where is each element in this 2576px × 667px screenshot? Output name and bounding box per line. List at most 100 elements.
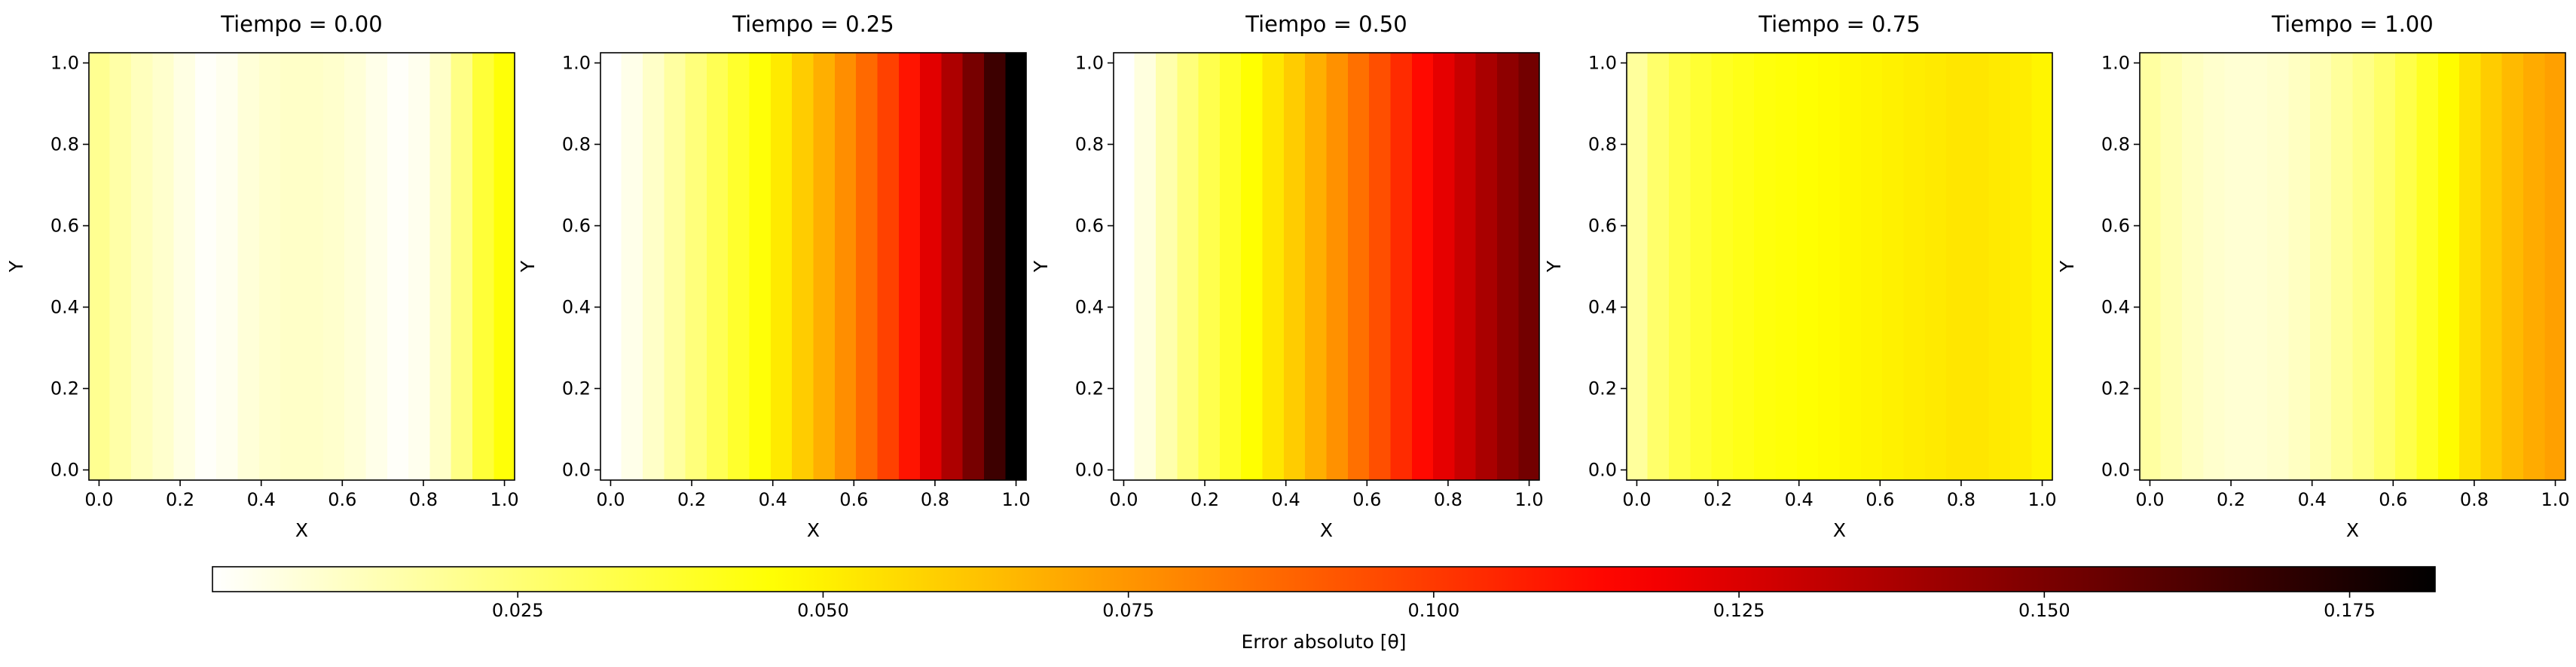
heatmap-cell [1134,53,1157,480]
heatmap-cell [877,53,900,480]
heatmap-cell [1369,53,1392,480]
heatmap-cell [109,53,132,480]
heatmap-cell [1283,53,1306,480]
x-tick-label: 0.2 [1190,489,1219,510]
heatmap-cell [365,53,388,480]
heatmap-cell [1818,53,1841,480]
heatmap-cell [1711,53,1734,480]
x-tick-label: 0.4 [1785,489,1814,510]
heatmap-cell [1518,53,1540,480]
panel-title: Tiempo = 0.00 [220,11,382,37]
panel-1: 0.0 0.2 0.4 0.6 0.8 1.0 0.0 0.2 0.4 0.6 0.8 1.0 Tiem… [517,11,1031,541]
y-tick-label: 1.0 [1588,53,1617,74]
y-tick-label: 0.6 [1588,216,1617,237]
heatmap-cell [2523,53,2545,480]
heatmap-cell [2501,53,2524,480]
x-tick-label: 0.6 [2379,489,2407,510]
colorbar-tick-label: 0.150 [2018,600,2070,621]
y-tick-label: 0.2 [562,378,591,399]
colorbar-tick-label: 0.050 [797,600,849,621]
x-tick-label: 0.6 [839,489,868,510]
heatmap-cell [1988,53,2011,480]
x-tick-label: 1.0 [1001,489,1030,510]
heatmap-cell [1005,53,1027,480]
panel-0: 0.0 0.2 0.4 0.6 0.8 1.0 0.0 0.2 0.4 0.6 0.8 1.0 Tiem… [5,11,519,541]
panel-3: 0.0 0.2 0.4 0.6 0.8 1.0 0.0 0.2 0.4 0.6 0.8 1.0 Tiem… [1543,11,2057,541]
heatmap-cell [1155,53,1178,480]
heatmap-cell [1411,53,1434,480]
heatmap-cell [2010,53,2032,480]
heatmap-cell [856,53,879,480]
y-tick-label: 0.2 [50,378,79,399]
heatmap-cell [1946,53,1969,480]
x-tick-label: 0.4 [247,489,276,510]
heatmap-cell [2309,53,2332,480]
heatmap-cell [1390,53,1413,480]
heatmap-cell [920,53,943,480]
heatmap-cell [2160,53,2183,480]
x-tick-label: 0.2 [166,489,194,510]
colorbar-gradient [212,567,2435,592]
y-tick-label: 0.8 [50,134,79,155]
heatmap-cell [322,53,345,480]
x-tick-label: 0.0 [1109,489,1138,510]
axes-frame [1113,52,1540,481]
heatmap-cell [664,53,686,480]
panel-title: Tiempo = 0.25 [732,11,894,37]
heatmap-cell [258,53,281,480]
y-tick-label: 0.0 [2101,460,2130,481]
heatmap-cell [1305,53,1328,480]
y-tick-label: 0.8 [1075,134,1104,155]
heatmap-cell [173,53,196,480]
heatmap-cell [834,53,857,480]
y-axis-label: Y [5,260,27,273]
x-tick-label: 0.4 [2298,489,2327,510]
panel-title: Tiempo = 0.75 [1758,11,1920,37]
heatmap-cell [770,53,793,480]
heatmap-cell [2352,53,2375,480]
heatmap-cell [1198,53,1221,480]
heatmap-cell [1114,53,1135,480]
y-tick-label: 0.4 [562,297,591,318]
axes-frame [600,52,1027,481]
heatmap-cell [1967,53,1990,480]
x-tick-label: 1.0 [2541,489,2569,510]
heatmap-cell [642,53,665,480]
heatmap-cell [344,53,367,480]
y-tick-label: 0.8 [1588,134,1617,155]
heatmap-cell [1475,53,1498,480]
x-tick-label: 0.4 [759,489,787,510]
y-tick-label: 0.0 [1075,460,1104,481]
panel-title: Tiempo = 0.50 [1245,11,1407,37]
y-tick-label: 0.4 [1075,297,1104,318]
y-tick-label: 0.0 [562,460,591,481]
y-axis-label: Y [517,260,539,273]
heatmap-cell [472,53,494,480]
heatmap-cell [2416,53,2439,480]
y-tick-label: 0.2 [2101,378,2130,399]
heatmap-cell [2031,53,2053,480]
heatmap-panels: 0.0 0.2 0.4 0.6 0.8 1.0 0.0 0.2 0.4 0.6 0.8 1.0 Tiem… [5,11,2570,541]
y-tick-label: 0.4 [50,297,79,318]
x-tick-label: 0.6 [1352,489,1381,510]
y-tick-label: 1.0 [1075,53,1104,74]
heatmap-cell [941,53,964,480]
heatmap-cell [1433,53,1456,480]
heatmap-cell [1326,53,1349,480]
heatmap-cell [813,53,836,480]
y-tick-label: 0.4 [2101,297,2130,318]
heatmap-cell [1924,53,1947,480]
y-tick-label: 0.2 [1075,378,1104,399]
heatmap-cell [984,53,1006,480]
heatmap-cell [429,53,452,480]
heatmap-cell [1860,53,1883,480]
colorbar-tick-label: 0.025 [492,600,544,621]
heatmap-cell [130,53,153,480]
axes-frame [1626,52,2053,481]
y-tick-label: 1.0 [50,53,79,74]
heatmap-cell [962,53,985,480]
x-tick-label: 0.8 [921,489,949,510]
y-tick-label: 0.6 [50,216,79,237]
heatmap-cell [2373,53,2396,480]
x-tick-label: 0.6 [1866,489,1894,510]
